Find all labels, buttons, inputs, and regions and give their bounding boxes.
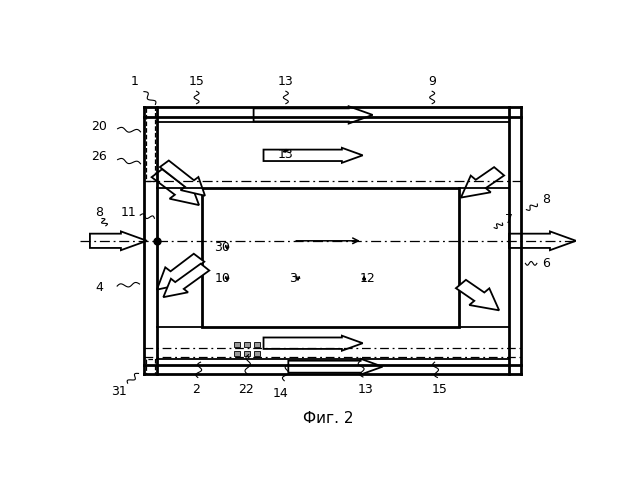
- Text: 13: 13: [357, 384, 373, 396]
- Text: 11: 11: [121, 206, 136, 219]
- Polygon shape: [253, 106, 372, 123]
- Bar: [253, 342, 260, 347]
- Text: 13: 13: [278, 75, 294, 88]
- Text: 13: 13: [278, 148, 294, 161]
- Polygon shape: [288, 359, 383, 375]
- Text: 15: 15: [189, 75, 205, 88]
- Text: 2: 2: [191, 384, 200, 396]
- Polygon shape: [90, 231, 147, 250]
- Text: 6: 6: [542, 257, 550, 270]
- Bar: [244, 342, 250, 347]
- Text: 4: 4: [95, 281, 103, 294]
- Text: 20: 20: [91, 120, 107, 133]
- Bar: [234, 351, 240, 356]
- Text: 30: 30: [214, 241, 230, 254]
- Bar: [253, 351, 260, 356]
- Polygon shape: [157, 254, 204, 290]
- Text: 10: 10: [214, 272, 230, 285]
- Polygon shape: [160, 161, 205, 196]
- Polygon shape: [264, 336, 363, 351]
- Text: 15: 15: [431, 384, 447, 396]
- Polygon shape: [461, 167, 504, 198]
- Text: 7: 7: [505, 213, 513, 226]
- Polygon shape: [509, 231, 576, 250]
- Polygon shape: [456, 280, 499, 310]
- Text: Фиг. 2: Фиг. 2: [303, 411, 353, 426]
- Text: 8: 8: [95, 206, 103, 219]
- Text: 31: 31: [111, 385, 127, 398]
- Polygon shape: [152, 169, 199, 205]
- Text: 26: 26: [91, 150, 107, 163]
- Bar: [146, 359, 156, 374]
- Polygon shape: [264, 148, 363, 163]
- Text: 8: 8: [542, 193, 550, 206]
- Text: 12: 12: [360, 272, 376, 285]
- Text: 22: 22: [238, 384, 254, 396]
- Bar: [202, 188, 460, 327]
- Bar: [146, 107, 156, 181]
- Polygon shape: [163, 264, 209, 297]
- Bar: [244, 351, 250, 356]
- Bar: [234, 342, 240, 347]
- Text: 14: 14: [273, 387, 289, 400]
- Text: 1: 1: [131, 75, 138, 88]
- Text: 9: 9: [428, 75, 436, 88]
- Text: 3: 3: [289, 272, 297, 285]
